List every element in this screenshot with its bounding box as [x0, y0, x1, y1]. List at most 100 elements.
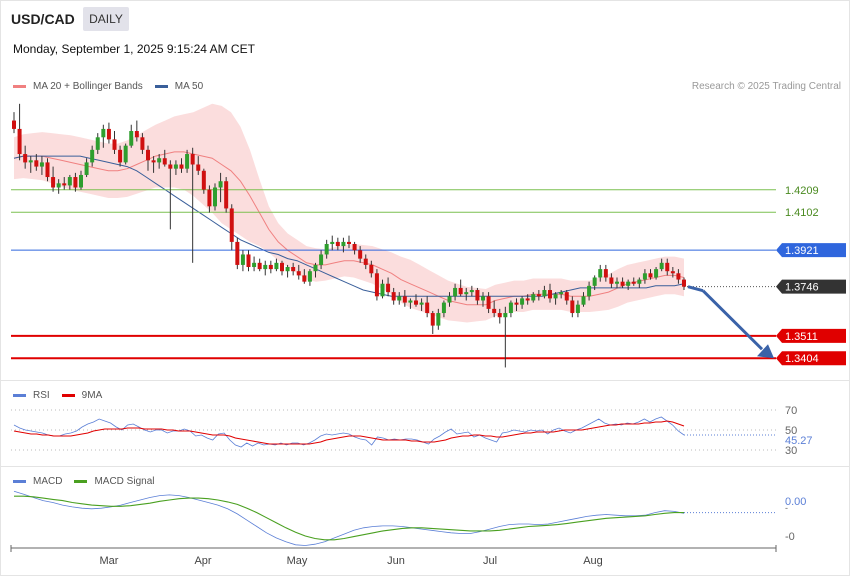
legend-label-ma20: MA 20 + Bollinger Bands — [33, 81, 143, 92]
candle-body — [151, 160, 156, 163]
x-tick-label: Apr — [194, 555, 211, 567]
candle-body — [240, 254, 245, 265]
candle-body — [464, 292, 469, 295]
candle-body — [263, 264, 268, 270]
legend-swatch-rsi — [13, 394, 26, 397]
candle-body — [129, 131, 134, 146]
forecast-arrowhead — [757, 344, 774, 359]
candle-body — [207, 189, 212, 207]
legend-ma50: MA 50 — [154, 81, 204, 92]
candle-body — [548, 290, 552, 299]
candle-body — [347, 241, 351, 244]
candle-body — [430, 313, 435, 326]
rsi-line — [13, 416, 685, 448]
candle-body — [335, 241, 340, 247]
candle-body — [39, 162, 44, 167]
candle-body — [581, 296, 586, 305]
candle-body — [626, 281, 631, 286]
candle-body — [79, 174, 83, 188]
candle-body — [291, 267, 296, 272]
candle-body — [17, 128, 22, 155]
candle-body — [670, 271, 675, 274]
forecast-arrow — [687, 285, 704, 293]
candle-body — [469, 290, 474, 293]
macd-legend: MACD MACD Signal — [13, 476, 166, 487]
candle-body — [453, 287, 458, 297]
candle-body — [564, 292, 569, 301]
candle-body — [659, 262, 664, 270]
candle-body — [229, 208, 234, 242]
candle-body — [28, 160, 33, 163]
candle-body — [302, 275, 307, 282]
candle-body — [397, 296, 402, 301]
rsi-9ma-line — [13, 420, 685, 445]
rsi-tick-label: 50 — [785, 425, 797, 437]
candle-body — [285, 267, 290, 272]
candle-body — [620, 281, 625, 286]
candle-body — [157, 158, 162, 163]
candle-body — [324, 244, 329, 255]
candle-body — [587, 285, 592, 297]
candle-body — [45, 162, 50, 178]
candle-body — [134, 131, 139, 138]
legend-label-ma50: MA 50 — [174, 81, 204, 92]
candle-body — [492, 308, 497, 314]
candle-body — [218, 181, 223, 188]
symbol-title: USD/CAD — [11, 11, 75, 27]
legend-label-macd-signal: MACD Signal — [94, 476, 155, 487]
candle-body — [201, 170, 206, 190]
candle-body — [190, 154, 195, 165]
x-tick-label: Jun — [387, 555, 405, 567]
candle-body — [481, 296, 485, 301]
x-tick-label: May — [287, 555, 308, 567]
candle-body — [56, 183, 61, 188]
level-label: 1.3404 — [785, 353, 819, 365]
candle-body — [408, 300, 413, 303]
candle-body — [95, 137, 100, 150]
candle-body — [497, 313, 502, 318]
candle-body — [34, 160, 39, 167]
level-label: 1.3746 — [785, 282, 819, 294]
timeframe-badge[interactable]: DAILY — [83, 7, 129, 31]
candle-body — [252, 262, 257, 268]
candle-body — [447, 296, 452, 303]
candle-body — [637, 279, 642, 284]
level-label-box — [776, 351, 846, 366]
candle-body — [486, 296, 491, 309]
rsi-last-value: 45.27 — [785, 435, 813, 447]
candle-body — [514, 302, 519, 305]
candle-body — [391, 292, 396, 301]
candle-body — [603, 269, 608, 278]
timestamp: Monday, September 1, 2025 9:15:24 AM CET — [13, 42, 255, 56]
legend-swatch-ma50 — [154, 85, 168, 88]
legend-swatch-ma20 — [13, 85, 26, 88]
candle-body — [559, 292, 564, 295]
candle-body — [307, 271, 312, 282]
candle-body — [374, 273, 379, 297]
candle-body — [414, 300, 418, 305]
legend-macd: MACD — [13, 476, 62, 487]
candle-body — [224, 181, 229, 209]
rsi-legend: RSI 9MA — [13, 390, 114, 401]
candle-body — [313, 264, 318, 272]
candle-body — [213, 187, 217, 207]
candle-body — [598, 269, 603, 278]
legend-swatch-9ma — [61, 394, 75, 397]
candle-body — [352, 244, 357, 251]
candle-body — [654, 269, 659, 278]
candle-body — [358, 250, 363, 259]
candle-body — [475, 290, 480, 301]
candle-body — [436, 313, 441, 326]
candle-body — [425, 302, 430, 314]
candle-body — [23, 154, 28, 163]
ma20-line — [13, 151, 685, 306]
candle-body — [173, 164, 178, 169]
x-tick-label: Jul — [483, 555, 497, 567]
candle-body — [319, 254, 324, 265]
candle-body — [531, 294, 536, 301]
candle-body — [101, 128, 106, 138]
candle-body — [73, 177, 78, 188]
candle-body — [682, 279, 686, 287]
candle-body — [196, 164, 201, 171]
